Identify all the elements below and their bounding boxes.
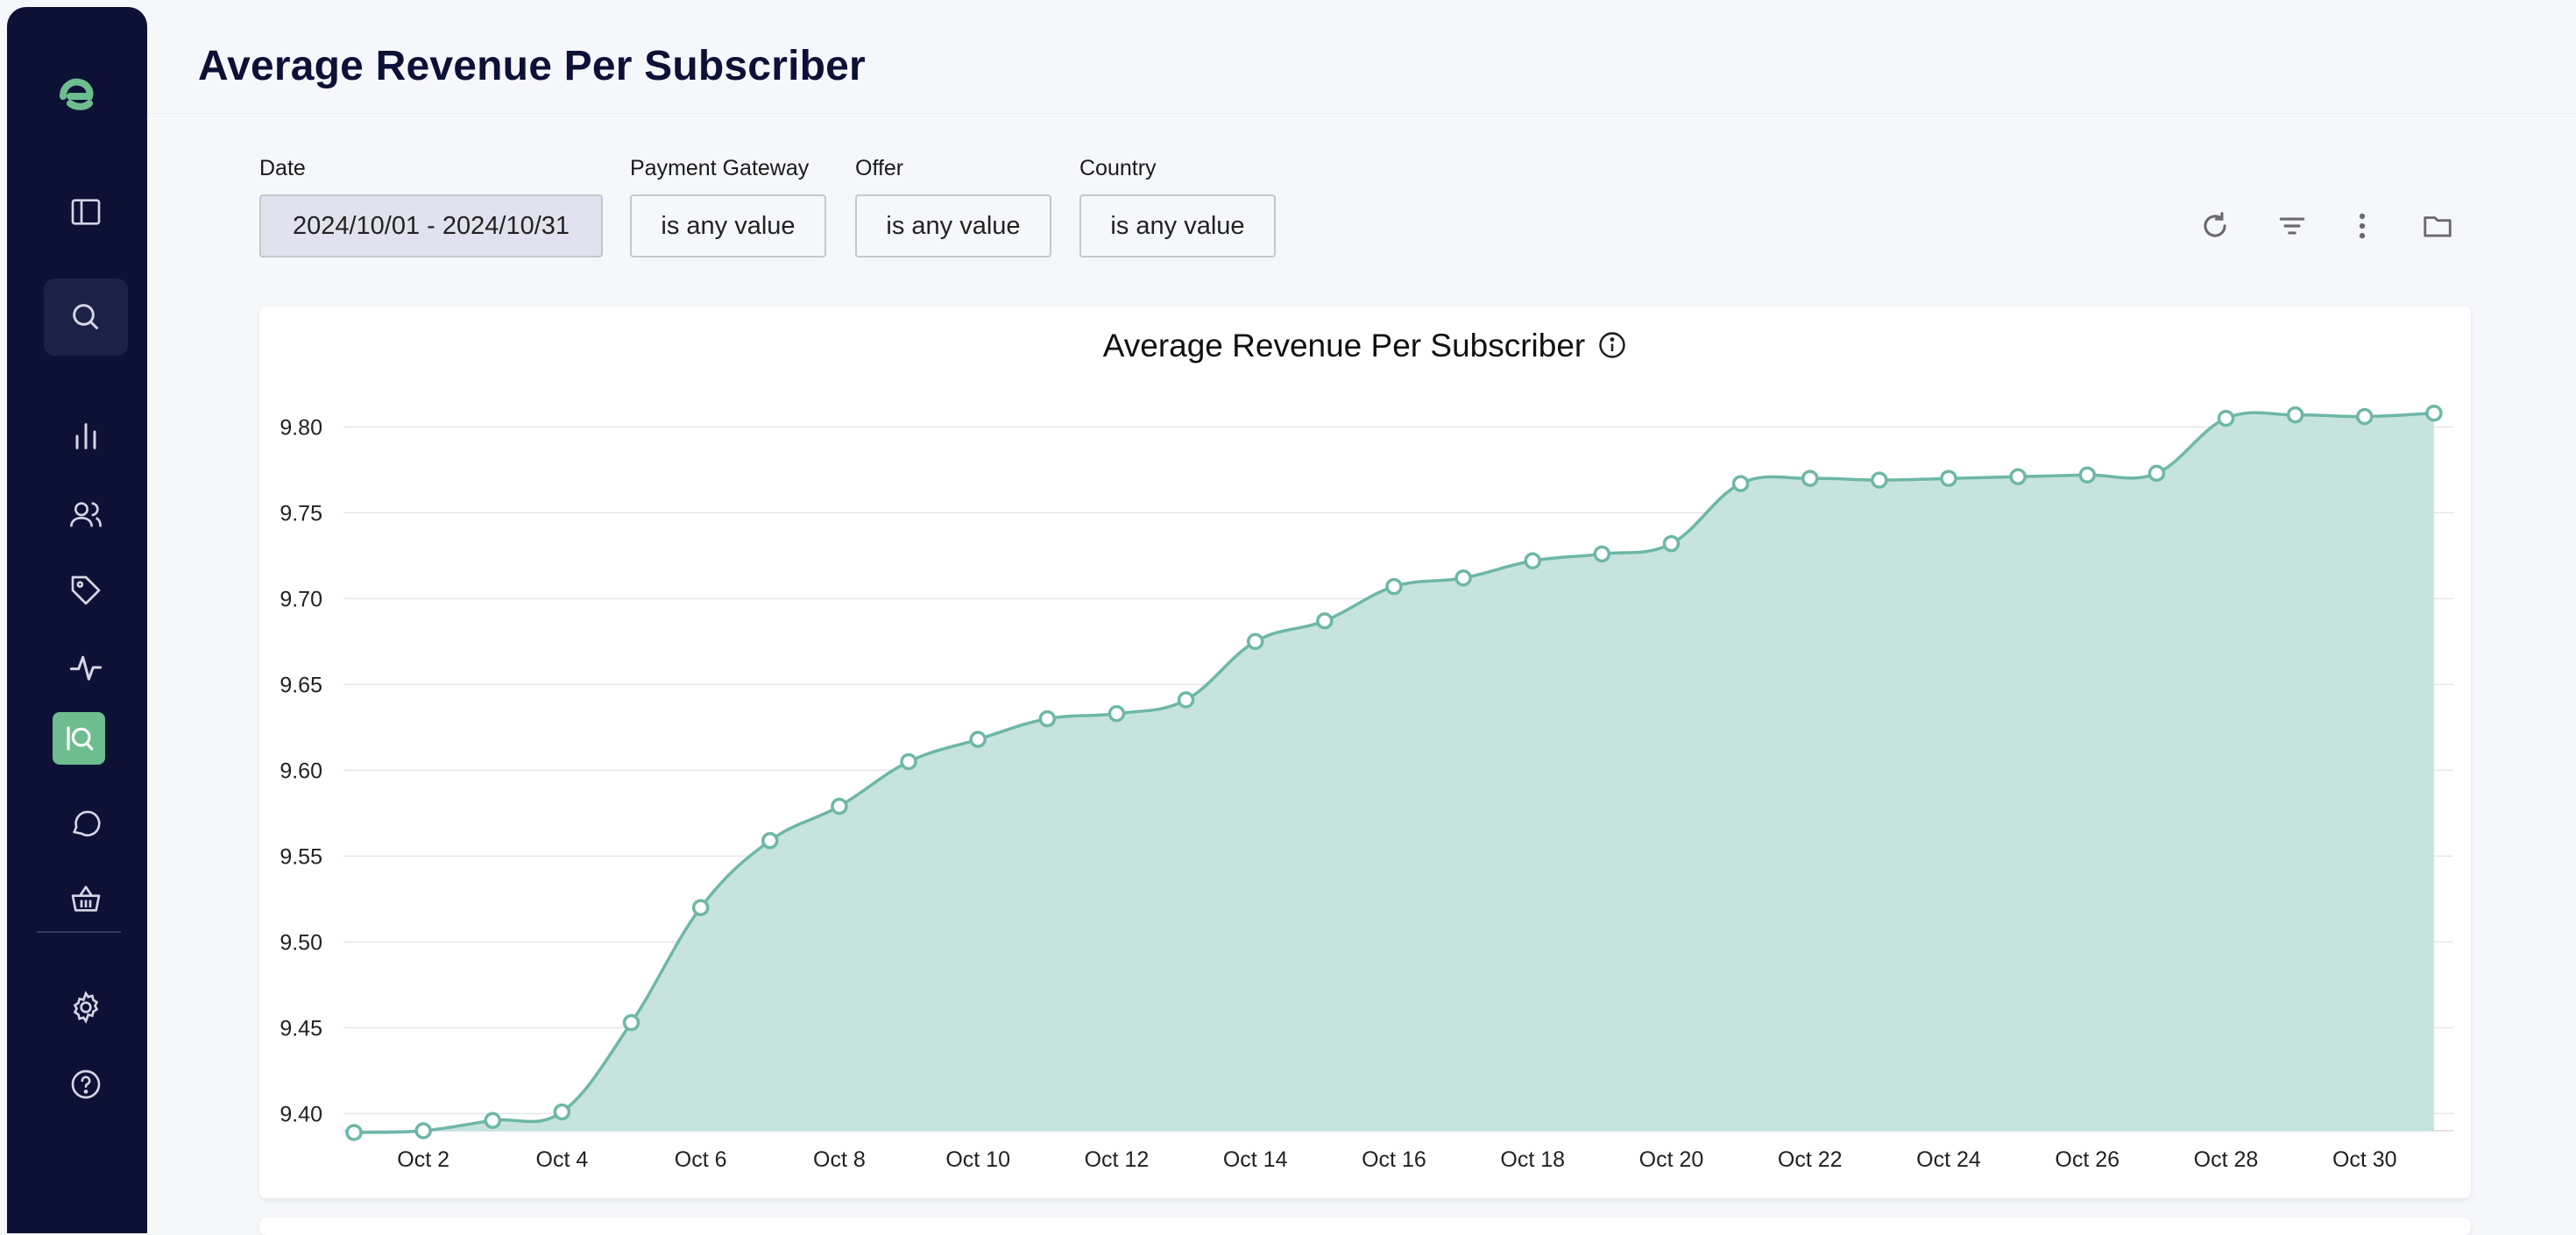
more-vertical-icon[interactable] bbox=[2339, 203, 2385, 249]
y-tick-label: 9.75 bbox=[280, 501, 322, 526]
data-point bbox=[2078, 466, 2096, 484]
folder-icon[interactable] bbox=[2415, 203, 2460, 249]
x-tick-label: Oct 14 bbox=[1223, 1147, 1288, 1172]
data-point bbox=[484, 1112, 502, 1129]
payment-gateway-filter-button[interactable]: is any value bbox=[630, 194, 826, 258]
x-tick-label: Oct 12 bbox=[1085, 1147, 1150, 1172]
sidebar-toggle-icon[interactable] bbox=[44, 173, 128, 251]
users-icon[interactable] bbox=[44, 476, 128, 554]
data-point bbox=[345, 1124, 363, 1141]
data-point bbox=[1524, 552, 1541, 570]
country-filter-label: Country bbox=[1079, 156, 1157, 180]
basket-icon[interactable] bbox=[44, 860, 128, 937]
x-tick-label: Oct 18 bbox=[1500, 1147, 1565, 1172]
chart-title: Average Revenue Per Subscriber bbox=[1102, 328, 1586, 363]
y-tick-label: 9.65 bbox=[280, 673, 322, 697]
x-tick-label: Oct 26 bbox=[2055, 1147, 2120, 1172]
brand-logo-icon[interactable] bbox=[51, 68, 103, 121]
x-tick-label: Oct 20 bbox=[1639, 1147, 1704, 1172]
tag-icon[interactable] bbox=[44, 552, 128, 629]
data-point bbox=[2148, 464, 2166, 483]
data-point bbox=[691, 899, 710, 916]
data-point bbox=[622, 1013, 640, 1032]
series-area bbox=[354, 413, 2434, 1133]
x-tick-label: Oct 8 bbox=[813, 1147, 866, 1172]
data-point bbox=[1871, 471, 1888, 489]
pulse-icon[interactable] bbox=[44, 629, 128, 706]
page-title: Average Revenue Per Subscriber bbox=[198, 43, 866, 89]
data-point bbox=[553, 1103, 571, 1121]
gear-icon[interactable] bbox=[44, 969, 128, 1046]
info-icon[interactable] bbox=[1597, 330, 1627, 360]
offer-filter-label: Offer bbox=[855, 156, 904, 180]
chat-icon[interactable] bbox=[44, 785, 128, 862]
x-tick-label: Oct 4 bbox=[536, 1147, 589, 1172]
country-filter-button[interactable]: is any value bbox=[1079, 194, 1276, 258]
chart-card: Average Revenue Per Subscriber 9.40 9.45 9… bbox=[259, 307, 2471, 1198]
y-tick-label: 9.70 bbox=[280, 587, 322, 611]
data-point bbox=[1385, 577, 1403, 596]
x-tick-label: Oct 16 bbox=[1362, 1147, 1426, 1172]
y-tick-label: 9.60 bbox=[280, 759, 322, 783]
x-tick-label: Oct 24 bbox=[1916, 1147, 1981, 1172]
data-point bbox=[1731, 475, 1750, 492]
data-point bbox=[761, 832, 779, 850]
help-icon[interactable] bbox=[44, 1046, 128, 1123]
data-point bbox=[1177, 691, 1195, 709]
date-filter-label: Date bbox=[259, 156, 306, 180]
iq-search-icon[interactable] bbox=[53, 712, 105, 765]
x-tick-label: Oct 10 bbox=[945, 1147, 1010, 1172]
y-tick-label: 9.45 bbox=[280, 1016, 322, 1041]
data-point bbox=[1801, 469, 1819, 487]
data-point bbox=[2356, 407, 2374, 426]
data-point bbox=[831, 797, 848, 815]
data-point bbox=[1108, 704, 1126, 723]
bar-chart-icon[interactable] bbox=[44, 398, 128, 475]
y-tick-label: 9.55 bbox=[280, 844, 322, 869]
date-filter-button[interactable]: 2024/10/01 - 2024/10/31 bbox=[259, 194, 603, 258]
data-point bbox=[1662, 534, 1681, 553]
header bbox=[147, 0, 2576, 114]
data-point bbox=[2286, 406, 2304, 424]
data-point bbox=[900, 752, 917, 771]
secondary-card bbox=[259, 1217, 2471, 1235]
sidebar-divider bbox=[37, 931, 121, 933]
data-point bbox=[1940, 469, 1957, 487]
offer-filter-button[interactable]: is any value bbox=[855, 194, 1051, 258]
x-tick-label: Oct 2 bbox=[397, 1147, 449, 1172]
data-point bbox=[414, 1122, 432, 1140]
y-tick-label: 9.50 bbox=[280, 930, 322, 955]
payment-gateway-filter-label: Payment Gateway bbox=[630, 156, 810, 180]
data-point bbox=[969, 730, 987, 748]
data-point bbox=[1038, 709, 1057, 728]
y-tick-label: 9.80 bbox=[280, 415, 322, 440]
search-icon[interactable] bbox=[44, 279, 128, 356]
chart-plot: 9.40 9.45 9.50 9.55 9.60 9.65 9.70 9.75 9.80 Oct … bbox=[280, 404, 2453, 1172]
chart-title-row: Average Revenue Per Subscriber bbox=[259, 328, 2471, 364]
x-tick-label: Oct 22 bbox=[1778, 1147, 1843, 1172]
data-point bbox=[1454, 569, 1472, 587]
x-tick-label: Oct 6 bbox=[675, 1147, 727, 1172]
filter-icon[interactable] bbox=[2269, 203, 2315, 249]
y-tick-label: 9.40 bbox=[280, 1102, 322, 1126]
x-tick-label: Oct 28 bbox=[2194, 1147, 2259, 1172]
sidebar bbox=[7, 7, 147, 1233]
data-point bbox=[1246, 632, 1264, 651]
x-tick-label: Oct 30 bbox=[2332, 1147, 2397, 1172]
data-point bbox=[2425, 404, 2443, 422]
refresh-icon[interactable] bbox=[2192, 203, 2238, 249]
data-point bbox=[2009, 468, 2027, 485]
data-point bbox=[1316, 612, 1334, 630]
data-point bbox=[2217, 409, 2235, 427]
data-point bbox=[1593, 545, 1611, 563]
